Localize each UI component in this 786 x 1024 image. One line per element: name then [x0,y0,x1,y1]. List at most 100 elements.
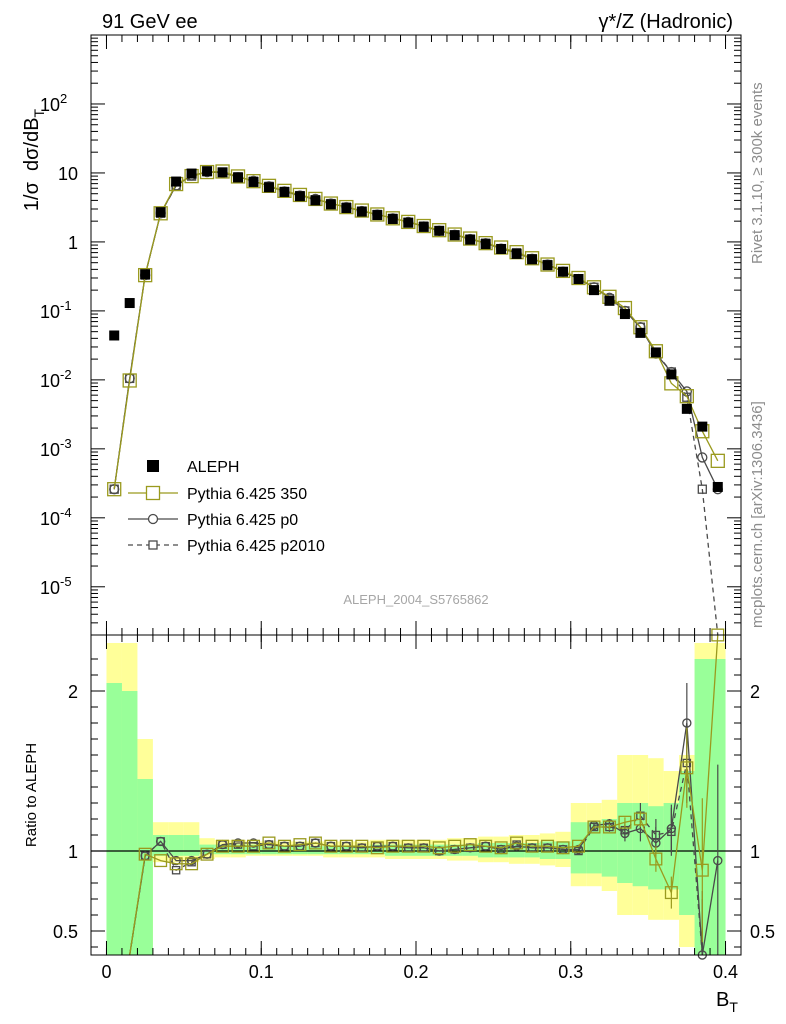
y-tick-label: 10 [58,164,78,184]
data-point [712,481,723,492]
data-point [478,235,493,251]
ratio-point [666,823,677,834]
data-point [573,274,584,285]
data-point [354,203,369,218]
data-point [480,239,491,250]
band-green [261,846,277,855]
data-point [279,186,290,197]
ratio-point [171,855,181,866]
ratio-point [308,836,322,850]
data-point [230,169,246,184]
data-point [401,214,416,230]
band-green [446,844,463,856]
legend-marker [145,485,161,501]
ratio-point [386,839,400,853]
data-point [124,298,135,309]
ratio-point [231,839,245,853]
y-tick-label: 10-1 [40,298,72,322]
data-point [449,230,460,241]
band-green [586,822,602,874]
ratio-point [713,855,723,866]
data-point [277,183,292,199]
ratio-line-1 [129,634,719,956]
band-green [199,844,215,855]
data-point [403,217,414,228]
ratio-point [572,839,586,853]
data-point [248,176,259,187]
data-point [261,178,277,194]
ratio-tick-label-right: 1 [750,842,760,862]
data-point [140,269,151,280]
legend-marker [148,540,158,550]
data-point [370,207,385,222]
ratio-point [277,839,291,853]
ratio-point [525,839,539,853]
y-tick-label: 102 [40,91,67,115]
data-point [217,167,228,178]
ratio-line-2 [129,722,719,956]
band-green [230,844,246,855]
ratio-point [233,838,243,848]
data-point [341,203,352,214]
series-line-3 [113,171,719,636]
data-point [122,373,137,388]
band-green [431,844,447,856]
data-point [215,164,230,179]
uncertainty-bands [106,643,726,955]
data-point [540,257,555,272]
data-point [697,484,707,494]
ratio-point [602,820,616,834]
ratio-point [324,839,338,853]
ratio-point [200,847,214,861]
data-point [571,270,586,286]
ratio-point [355,839,369,853]
ratio-point [185,857,199,871]
ratio-point [339,839,353,853]
y-tick-label: 10-5 [40,574,72,598]
ratio-point [682,718,692,728]
ratio-tick-label-right: 0.5 [750,922,775,942]
data-point [463,231,478,246]
data-point [138,267,153,283]
ratio-point [246,839,260,853]
legend-label: Pythia 6.425 p2010 [187,538,325,555]
ratio-point [449,844,460,855]
ratio-point [216,839,230,853]
ratio-tick-label-left: 1 [68,842,78,862]
ratio-point [556,841,570,855]
data-point [202,166,213,177]
ratio-tick-label-left: 2 [68,682,78,702]
data-point [542,260,553,271]
data-point [555,263,571,279]
band-green [106,683,122,955]
ratio-point [511,841,522,851]
data-point [434,225,445,236]
ratio-point [649,852,663,866]
data-point [171,176,182,187]
ratio-point [370,841,384,855]
band-green [400,844,416,856]
ratio-point [510,836,524,850]
data-point [558,266,569,277]
ratio-point [432,841,446,855]
band-green [121,691,138,955]
ratio-point [541,839,555,853]
data-point [308,191,323,207]
data-point [109,330,120,341]
band-green [214,844,231,855]
x-tick-label: 0.1 [249,962,274,982]
ratio-point [494,841,508,855]
data-point [294,191,305,202]
ratio-point [620,828,630,839]
legend-label: Pythia 6.425 350 [187,486,307,503]
ratio-tick-label-right: 2 [750,682,760,702]
ratio-point [479,839,493,853]
ratio-point [463,838,477,852]
energy-label: 91 GeV ee [102,11,198,33]
data-point [465,234,476,245]
x-axis-title: BT [716,989,738,1015]
data-point [635,327,646,338]
data-point [697,421,708,432]
analysis-watermark: ALEPH_2004_S5765862 [343,592,488,607]
